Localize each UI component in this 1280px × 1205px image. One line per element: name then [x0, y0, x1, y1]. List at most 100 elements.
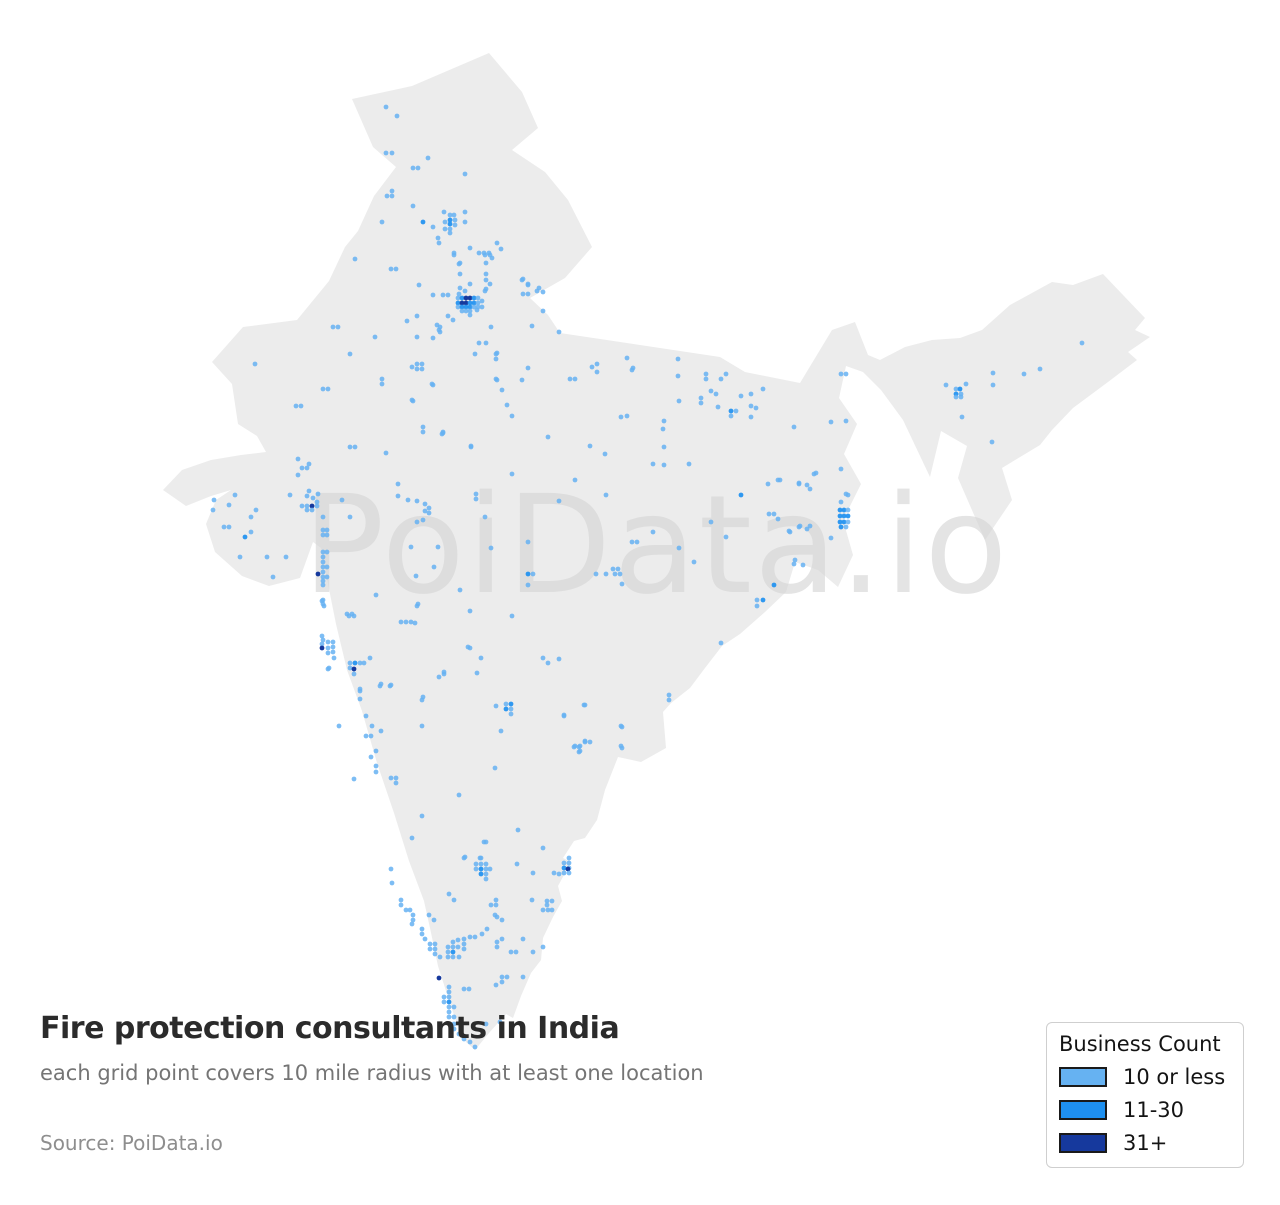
business-dot — [325, 650, 331, 656]
business-dot — [602, 451, 608, 457]
business-dot — [461, 855, 467, 861]
business-dot — [462, 171, 468, 177]
business-dot — [483, 340, 489, 346]
business-dot — [306, 488, 312, 494]
business-dot — [473, 866, 479, 872]
business-dot — [660, 426, 666, 432]
business-dot — [493, 902, 499, 908]
business-dot — [304, 465, 310, 471]
business-dot — [372, 334, 378, 340]
business-dot — [475, 295, 481, 301]
business-dot — [549, 907, 555, 913]
business-dot — [497, 1019, 503, 1025]
business-dot — [389, 193, 395, 199]
business-dot — [420, 424, 426, 430]
business-dot — [520, 291, 526, 297]
page-title: Fire protection consultants in India — [40, 1011, 620, 1046]
business-dot — [953, 394, 959, 400]
business-dot — [666, 692, 672, 698]
business-dot — [498, 728, 504, 734]
business-dot — [754, 597, 760, 603]
business-dot — [427, 941, 433, 947]
business-dot — [478, 655, 484, 661]
business-dot — [455, 295, 461, 301]
business-dot — [661, 418, 667, 424]
business-dot — [520, 974, 526, 980]
business-dot — [786, 528, 792, 534]
business-dot — [698, 395, 704, 401]
business-dot — [1021, 371, 1027, 377]
business-dot — [309, 503, 315, 509]
business-dot — [483, 271, 489, 277]
business-dot — [953, 386, 959, 392]
business-dot — [718, 376, 724, 382]
business-dot — [445, 944, 451, 950]
business-dot — [566, 870, 572, 876]
business-dot — [738, 492, 744, 498]
business-dot — [634, 539, 640, 545]
business-dot — [319, 633, 325, 639]
business-dot — [566, 860, 572, 866]
business-dot — [525, 291, 531, 297]
business-dot — [467, 304, 473, 310]
business-dot — [414, 603, 420, 609]
business-dot — [357, 696, 363, 702]
business-dot — [504, 974, 510, 980]
business-dot — [306, 461, 312, 467]
business-dot — [594, 369, 600, 375]
business-dot — [475, 300, 481, 306]
business-dot — [211, 497, 217, 503]
business-dot — [446, 1009, 452, 1015]
business-dot — [1079, 340, 1085, 346]
business-dot — [295, 456, 301, 462]
business-dot — [576, 749, 582, 755]
business-dot — [723, 371, 729, 377]
business-dot — [253, 507, 259, 513]
business-dot — [435, 235, 441, 241]
business-dot — [748, 391, 754, 397]
business-dot — [959, 414, 965, 420]
business-dot — [420, 219, 426, 225]
business-dot — [320, 601, 326, 607]
business-dot — [373, 763, 379, 769]
business-dot — [304, 503, 310, 509]
business-dot — [540, 944, 546, 950]
business-dot — [508, 711, 514, 717]
business-dot — [324, 527, 330, 533]
business-dot — [529, 897, 535, 903]
business-dot — [728, 408, 734, 414]
business-dot — [436, 674, 442, 680]
business-dot — [715, 404, 721, 410]
business-dot — [398, 902, 404, 908]
business-dot — [494, 939, 500, 945]
business-dot — [379, 219, 385, 225]
business-dot — [320, 637, 326, 643]
business-dot — [436, 975, 442, 981]
legend-title: Business Count — [1059, 1032, 1221, 1056]
business-dot — [837, 519, 843, 525]
business-dot — [389, 188, 395, 194]
business-dot — [561, 870, 567, 876]
business-dot — [368, 733, 374, 739]
business-dot — [324, 532, 330, 538]
business-dot — [270, 574, 276, 580]
business-dot — [447, 226, 453, 232]
business-dot — [483, 861, 489, 867]
business-dot — [320, 569, 326, 575]
business-dot — [540, 655, 546, 661]
business-dot — [309, 507, 315, 513]
business-dot — [838, 499, 844, 505]
business-dot — [330, 324, 336, 330]
business-dot — [650, 529, 656, 535]
legend-swatch-light-blue — [1059, 1067, 1107, 1087]
business-dot — [455, 304, 461, 310]
business-dot — [748, 403, 754, 409]
business-dot — [461, 936, 467, 942]
business-dot — [422, 501, 428, 507]
business-dot — [650, 461, 656, 467]
business-dot — [474, 670, 480, 676]
business-dot — [587, 443, 593, 449]
business-dot — [357, 660, 363, 666]
business-dot — [419, 813, 425, 819]
business-dot — [320, 597, 326, 603]
